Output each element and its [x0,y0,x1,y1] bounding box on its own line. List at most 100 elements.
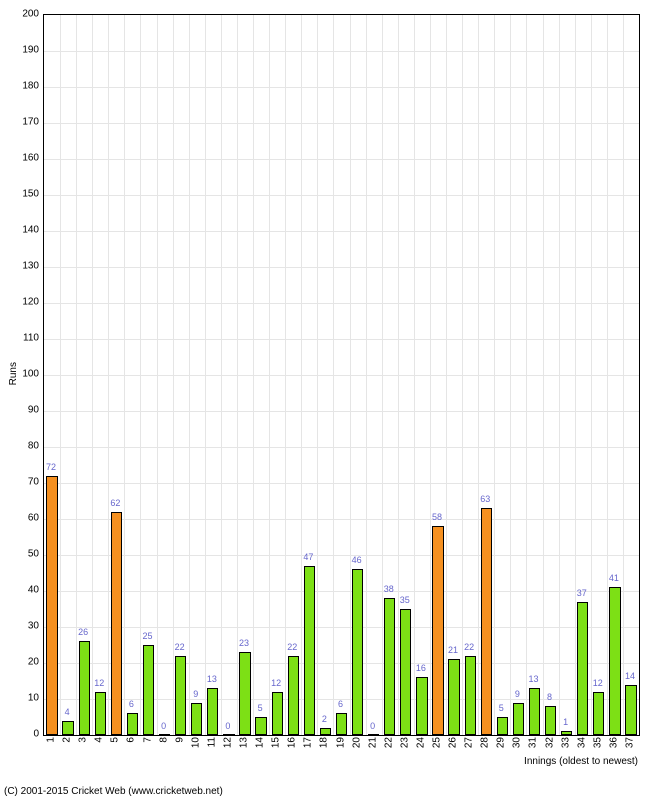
y-tick-label: 100 [19,369,39,380]
gridline-v [237,15,238,735]
gridline-v [446,15,447,735]
y-tick-label: 190 [19,45,39,56]
bar [625,685,636,735]
chart-container: Runs Innings (oldest to newest) (C) 2001… [0,0,650,800]
x-tick-label: 37 [624,737,635,748]
y-tick-label: 0 [19,729,39,740]
gridline-v [526,15,527,735]
bar [272,692,283,735]
x-tick-label: 8 [158,737,169,743]
gridline-h [44,123,639,124]
x-tick-label: 33 [560,737,571,748]
gridline-v [221,15,222,735]
x-tick-label: 19 [335,737,346,748]
x-tick-label: 7 [142,737,153,743]
y-tick-label: 30 [19,621,39,632]
plot-area [43,14,640,736]
y-tick-label: 150 [19,189,39,200]
bar-value-label: 41 [609,573,619,583]
gridline-v [494,15,495,735]
gridline-v [398,15,399,735]
bar-value-label: 0 [370,721,375,731]
gridline-v [350,15,351,735]
x-tick-label: 23 [399,737,410,748]
x-tick-label: 36 [608,737,619,748]
gridline-h [44,339,639,340]
x-tick-label: 22 [383,737,394,748]
bar-value-label: 13 [207,674,217,684]
gridline-v [140,15,141,735]
gridline-v [478,15,479,735]
x-tick-label: 31 [528,737,539,748]
bar [352,569,363,735]
bar [46,476,57,735]
gridline-h [44,591,639,592]
bar [111,512,122,735]
bar-value-label: 12 [94,678,104,688]
x-tick-label: 14 [255,737,266,748]
bar-value-label: 0 [161,721,166,731]
y-tick-label: 110 [19,333,39,344]
gridline-v [205,15,206,735]
bar-value-label: 22 [464,642,474,652]
x-tick-label: 30 [512,737,523,748]
x-tick-label: 9 [174,737,185,743]
bar-value-label: 12 [593,678,603,688]
x-tick-label: 20 [351,737,362,748]
y-tick-label: 170 [19,117,39,128]
x-tick-label: 34 [576,737,587,748]
bar-value-label: 22 [287,642,297,652]
bar [223,734,234,735]
bar-value-label: 9 [515,689,520,699]
x-tick-label: 18 [319,737,330,748]
bar [368,734,379,735]
y-tick-label: 60 [19,513,39,524]
x-tick-label: 32 [544,737,555,748]
bar-value-label: 1 [563,717,568,727]
gridline-v [623,15,624,735]
bar-value-label: 2 [322,714,327,724]
gridline-v [510,15,511,735]
bar [513,703,524,735]
bar-value-label: 5 [258,703,263,713]
gridline-h [44,267,639,268]
bar-value-label: 23 [239,638,249,648]
gridline-v [269,15,270,735]
bar [432,526,443,735]
gridline-v [285,15,286,735]
gridline-v [414,15,415,735]
gridline-v [301,15,302,735]
bar [304,566,315,735]
gridline-v [591,15,592,735]
bar [239,652,250,735]
bar-value-label: 46 [352,555,362,565]
gridline-h [44,195,639,196]
gridline-v [253,15,254,735]
gridline-h [44,159,639,160]
gridline-v [543,15,544,735]
bar-value-label: 6 [338,699,343,709]
bar [384,598,395,735]
gridline-v [333,15,334,735]
x-tick-label: 15 [271,737,282,748]
x-tick-label: 17 [303,737,314,748]
bar-value-label: 26 [78,627,88,637]
gridline-v [189,15,190,735]
bar [609,587,620,735]
bar [207,688,218,735]
x-tick-label: 4 [94,737,105,743]
y-tick-label: 10 [19,693,39,704]
gridline-h [44,411,639,412]
y-tick-label: 160 [19,153,39,164]
y-tick-label: 120 [19,297,39,308]
bar-value-label: 22 [175,642,185,652]
bar-value-label: 13 [528,674,538,684]
gridline-h [44,555,639,556]
bar [593,692,604,735]
x-tick-label: 3 [78,737,89,743]
y-tick-label: 130 [19,261,39,272]
bar [400,609,411,735]
bar-value-label: 38 [384,584,394,594]
gridline-v [108,15,109,735]
bar [255,717,266,735]
